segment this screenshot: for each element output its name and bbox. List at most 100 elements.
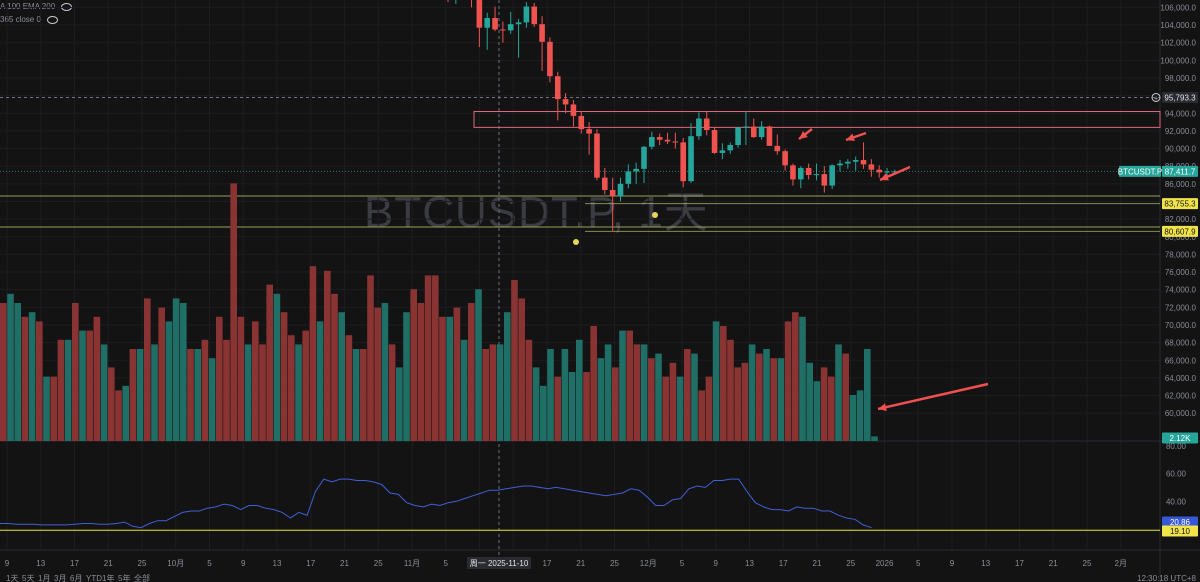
last-price-tag: 87,411.7 [1165, 167, 1196, 176]
candle-body [884, 171, 890, 173]
candle-body [562, 99, 569, 105]
volume-bar [691, 353, 698, 441]
volume-bar [410, 289, 417, 441]
candle-body [602, 177, 608, 191]
volume-bar [86, 330, 93, 441]
volume-bar [633, 344, 641, 441]
volume-bar [604, 344, 612, 441]
volume-bar [597, 358, 605, 441]
price-tick-label: 74,000.0 [1165, 286, 1197, 295]
volume-bar [381, 303, 389, 441]
timeframe-button[interactable]: 1月 [38, 574, 50, 582]
volume-bar [108, 367, 115, 441]
volume-bar [648, 358, 655, 441]
timeframe-button[interactable]: 1年 [102, 573, 114, 582]
volume-bar [482, 349, 489, 441]
volume-bar [7, 293, 14, 441]
volume-bar [698, 390, 705, 441]
volume-bar [50, 376, 57, 441]
timeframe-button[interactable]: 3月 [54, 574, 66, 582]
timeframe-button[interactable]: 6月 [70, 574, 82, 582]
indicator-legend-rsi: 365 close 0 [0, 15, 59, 24]
timeframe-button[interactable]: 1天 [6, 574, 18, 582]
crosshair-price-tag-bg [1162, 91, 1198, 103]
volume-bar [806, 362, 813, 441]
time-tick-label: 9 [241, 559, 246, 568]
arrow-annotation-head [799, 130, 808, 139]
price-tick-label: 62,000.0 [1165, 392, 1197, 401]
candle-body [609, 190, 616, 197]
volume-bar [14, 303, 21, 441]
timeframe-button[interactable]: 5天 [22, 574, 34, 582]
volume-bar [223, 339, 230, 441]
eye-icon[interactable] [47, 15, 59, 24]
volume-bar [568, 372, 576, 441]
candle-body [500, 29, 506, 31]
price-tick-label: 78,000.0 [1165, 250, 1197, 259]
volume-bar [871, 436, 878, 441]
volume-bar [468, 303, 475, 441]
volume-bar [93, 316, 101, 441]
volume-bar [864, 349, 871, 441]
price-tick-label: 76,000.0 [1165, 268, 1197, 277]
volume-bar [705, 376, 713, 441]
indicator-legend-ema: A 100 EMA 200 [0, 2, 73, 11]
volume-bar [676, 376, 684, 441]
candle-body [876, 169, 882, 173]
candle-body [805, 167, 812, 176]
timeframe-button[interactable]: 全部 [134, 573, 150, 582]
volume-bar [360, 349, 367, 441]
volume-bar [158, 307, 165, 441]
volume-bar [266, 284, 273, 441]
level-price-tag-bg [1162, 225, 1198, 237]
time-tick-label: 21 [104, 559, 113, 568]
volume-bar [374, 307, 381, 441]
price-tick-label: 98,000.0 [1165, 74, 1197, 83]
candle-body [586, 129, 592, 134]
volume-bar [511, 280, 518, 441]
volume-bar [496, 344, 504, 441]
volume-bar [201, 339, 209, 441]
rsi-level-tag: 19.10 [1170, 527, 1191, 536]
volume-bar [518, 298, 525, 441]
volume-bar [122, 385, 129, 441]
volume-bar [583, 372, 590, 441]
candle-body [476, 0, 483, 28]
volume-bar [302, 330, 309, 441]
volume-bar [763, 349, 770, 441]
candle-body [703, 118, 710, 131]
resistance-zone [473, 110, 1161, 128]
volume-bar [525, 339, 533, 441]
timeframe-button[interactable]: 5年 [118, 573, 130, 582]
time-marker-label: 周一 2025-11-10 [470, 559, 529, 568]
volume-bar [489, 344, 497, 441]
time-tick-label: 17 [306, 559, 315, 568]
time-tick-label: 21 [813, 559, 822, 568]
time-tick-label: 25 [610, 559, 619, 568]
time-tick-label: 5 [916, 559, 921, 568]
volume-bar [57, 339, 65, 441]
volume-bar [734, 367, 741, 441]
volume-bar [28, 312, 36, 441]
candle-body [892, 171, 898, 173]
price-tick-label: 66,000.0 [1165, 356, 1197, 365]
volume-bar [252, 321, 259, 441]
last-price-tag-bg [1162, 165, 1198, 177]
time-tick-label: 13 [745, 559, 754, 568]
time-tick-label: 9 [950, 559, 955, 568]
volume-bar [432, 275, 439, 441]
candle-body [774, 145, 781, 152]
timeframe-button[interactable]: YTD [86, 574, 102, 582]
candle-body [680, 142, 686, 182]
arrow-annotation-head [846, 133, 855, 142]
volume-bar [576, 339, 583, 441]
volume-bar [316, 321, 324, 441]
arrow-annotation-head [878, 403, 887, 412]
price-tick-label: 106,000.0 [1160, 3, 1196, 12]
volume-bar [626, 330, 633, 441]
candle-body [868, 164, 875, 170]
low-marker [573, 239, 579, 245]
eye-icon[interactable] [61, 2, 73, 11]
candle-body [798, 167, 804, 180]
